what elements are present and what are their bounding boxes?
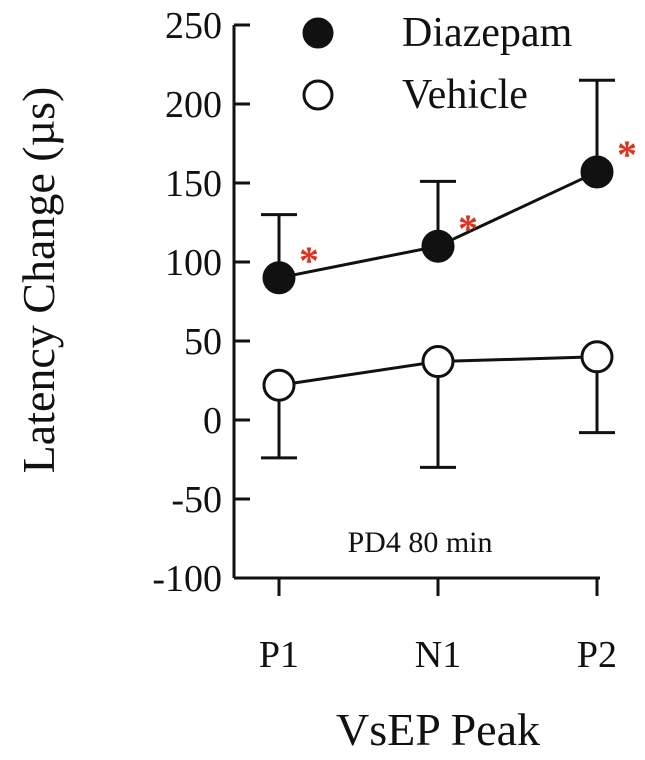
y-tick-label: 150 — [165, 163, 222, 205]
series-layer: * * * — [261, 78, 637, 469]
x-axis-title: VsEP Peak — [336, 704, 540, 755]
data-point — [580, 340, 614, 374]
series-vehicle — [261, 340, 615, 469]
data-point — [421, 229, 455, 263]
y-tick-label: 250 — [165, 5, 222, 47]
y-axis-title: Latency Change (µs) — [13, 87, 64, 474]
legend-marker-diazepam — [302, 17, 334, 49]
legend: Diazepam Vehicle — [302, 10, 573, 118]
legend-marker-vehicle — [302, 79, 334, 111]
x-ticks: P1 N1 P2 — [259, 578, 617, 676]
data-point — [421, 345, 455, 379]
y-tick-label: -100 — [152, 558, 222, 600]
legend-label-vehicle: Vehicle — [402, 72, 528, 118]
y-tick-label: -50 — [171, 479, 222, 521]
x-tick-label: P2 — [577, 634, 617, 676]
y-tick-label: 100 — [165, 242, 222, 284]
legend-label-diazepam: Diazepam — [402, 10, 573, 56]
data-point — [580, 155, 614, 189]
condition-annotation: PD4 80 min — [347, 526, 492, 559]
y-tick-label: 0 — [203, 400, 222, 442]
y-tick-label: 50 — [184, 321, 222, 363]
data-point — [262, 261, 296, 295]
data-point — [262, 368, 296, 402]
significance-star: * — [299, 238, 319, 283]
x-tick-label: P1 — [259, 634, 299, 676]
significance-star: * — [617, 132, 637, 177]
y-tick-label: 200 — [165, 84, 222, 126]
significance-star: * — [458, 206, 478, 251]
y-ticks: -100 -50 0 50 100 150 200 250 — [152, 5, 250, 600]
axes — [232, 25, 600, 580]
x-tick-label: N1 — [415, 634, 461, 676]
series-diazepam: * * * — [261, 78, 637, 295]
